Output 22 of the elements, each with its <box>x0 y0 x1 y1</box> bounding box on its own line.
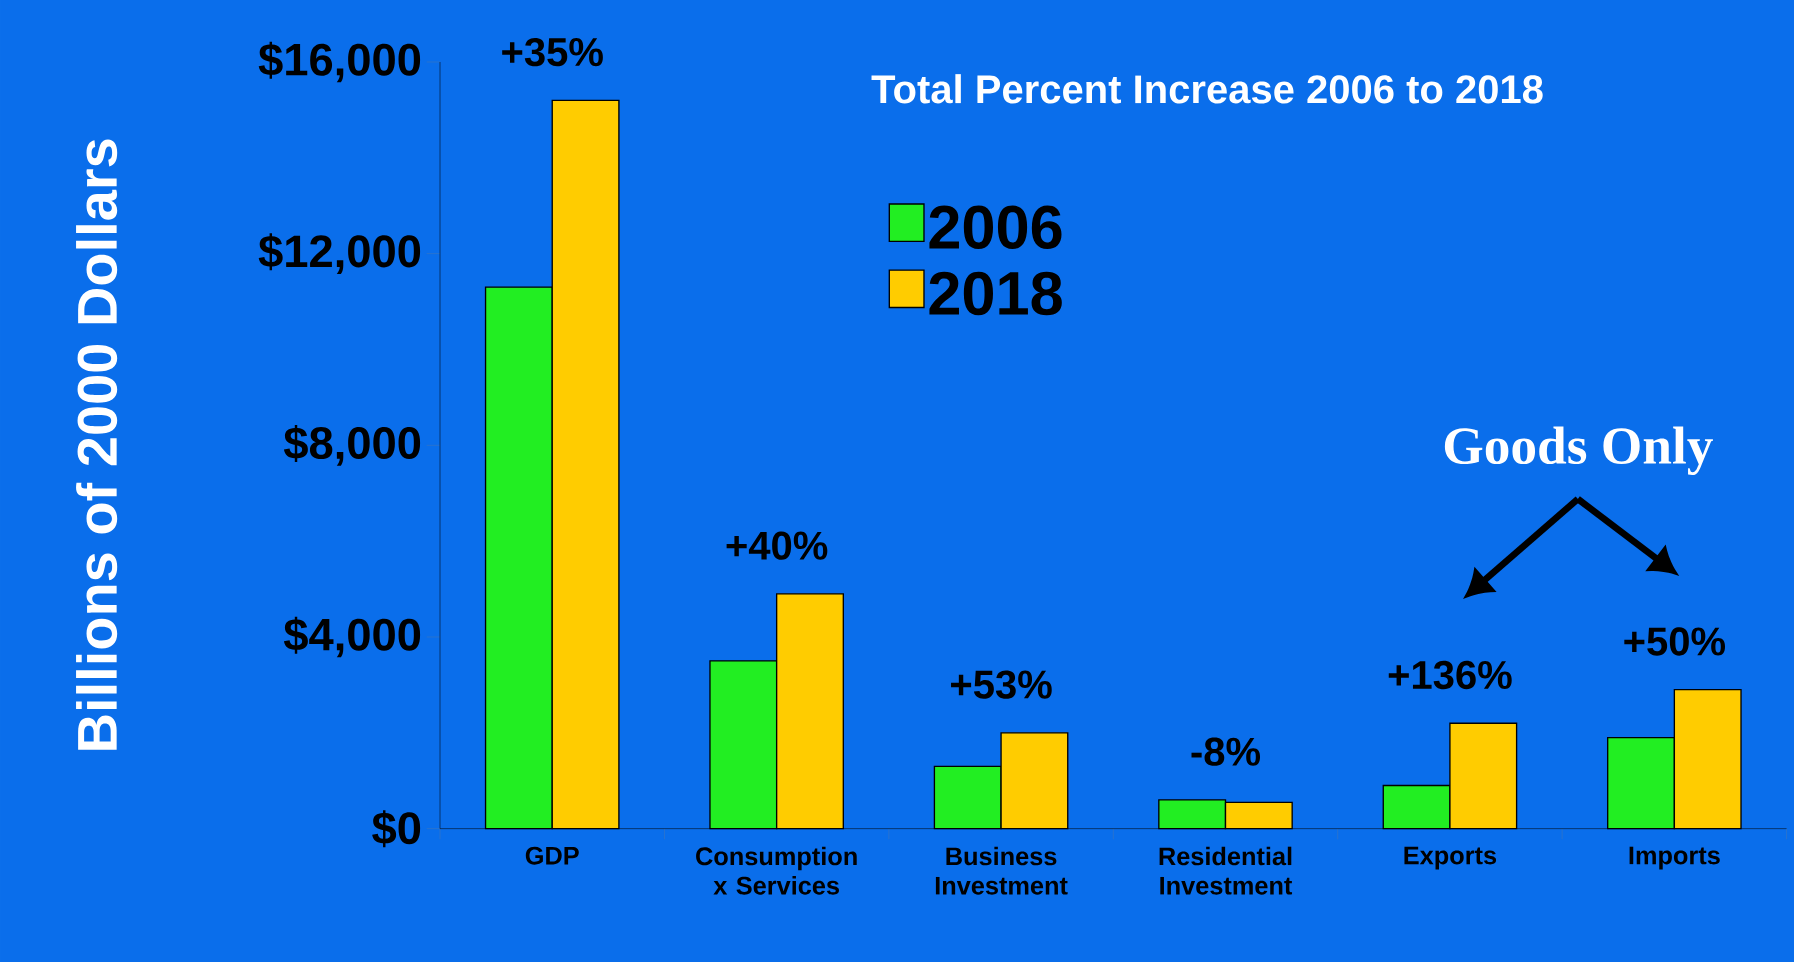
y-tick-label: $0 <box>372 810 421 848</box>
annotation: +40% <box>726 531 828 560</box>
annotation: +35% <box>502 37 603 67</box>
x-tick-label: Business Investment <box>935 846 1068 895</box>
annotation: -8% <box>1191 737 1261 766</box>
y-tick-label: $8,000 <box>283 424 421 466</box>
x-tick-label: Consumption x Services <box>696 846 857 895</box>
x-tick-label: GDP <box>525 846 579 865</box>
annotation: Goods Only <box>1444 426 1713 476</box>
x-tick-label: Exports <box>1404 846 1497 870</box>
legend-label: 2018 <box>929 271 1062 316</box>
y-tick-label: $12,000 <box>258 233 421 274</box>
legend-label: 2006 <box>929 205 1062 250</box>
annotation: +136% <box>1388 660 1512 690</box>
annotation: +50% <box>1624 627 1726 656</box>
annotation: +53% <box>951 670 1052 699</box>
y-tick-label: $4,000 <box>283 616 421 658</box>
x-tick-label: Imports <box>1629 846 1720 870</box>
y-tick-label: $16,000 <box>258 41 421 83</box>
y-axis-title: Billions of 2000 Dollars <box>76 139 118 750</box>
chart-title: Total Percent Increase 2006 to 2018 <box>871 74 1543 104</box>
x-tick-label: Residential Investment <box>1159 846 1293 895</box>
